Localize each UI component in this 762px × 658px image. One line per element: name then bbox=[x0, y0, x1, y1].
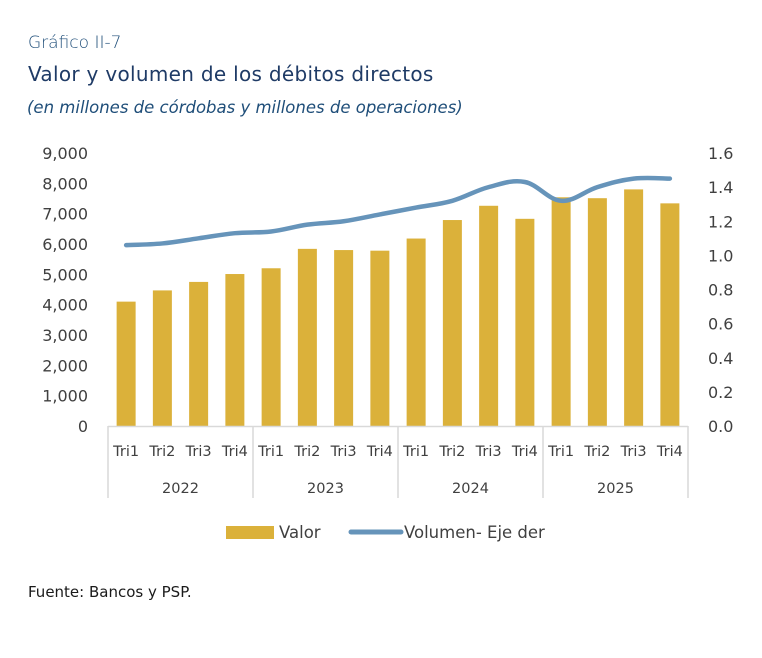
year-label: 2025 bbox=[597, 481, 634, 497]
left-tick-label: 7,000 bbox=[42, 205, 88, 224]
right-tick-label: 1.4 bbox=[708, 178, 733, 197]
right-tick-label: 0.4 bbox=[708, 349, 733, 368]
quarter-label: Tri4 bbox=[366, 444, 393, 460]
bar bbox=[370, 250, 390, 426]
left-axis: 0 1,000 2,000 3,000 4,000 5,000 6,000 7,000 8,00… bbox=[42, 144, 88, 436]
quarter-label: Tri1 bbox=[402, 444, 429, 460]
bar bbox=[334, 250, 354, 426]
right-tick-label: 1.6 bbox=[708, 144, 733, 163]
left-tick-label: 4,000 bbox=[42, 296, 88, 315]
quarter-label: Tri3 bbox=[620, 444, 647, 460]
right-tick-label: 0.6 bbox=[708, 315, 733, 334]
quarter-label: Tri2 bbox=[148, 444, 175, 460]
legend: Valor Volumen- Eje der bbox=[226, 523, 545, 542]
bar bbox=[587, 198, 607, 426]
bar bbox=[624, 189, 644, 426]
right-tick-label: 0.2 bbox=[708, 383, 733, 402]
right-tick-label: 0.0 bbox=[708, 417, 733, 436]
bar bbox=[515, 218, 535, 426]
bar bbox=[116, 301, 136, 426]
quarter-label: Tri1 bbox=[112, 444, 139, 460]
legend-label-volumen: Volumen- Eje der bbox=[404, 523, 545, 542]
line-series bbox=[123, 175, 673, 248]
bar bbox=[225, 274, 245, 426]
quarter-label: Tri2 bbox=[438, 444, 465, 460]
bar bbox=[442, 220, 462, 426]
bar bbox=[551, 197, 571, 426]
chart-title: Valor y volumen de los débitos directos bbox=[28, 62, 434, 86]
volume-line bbox=[123, 175, 673, 248]
bar bbox=[297, 248, 317, 426]
legend-label-valor: Valor bbox=[279, 523, 321, 542]
right-axis: 0.0 0.2 0.4 0.6 0.8 1.0 1.2 1.4 1.6 bbox=[708, 144, 733, 436]
quarter-label: Tri1 bbox=[257, 444, 284, 460]
left-tick-label: 6,000 bbox=[42, 235, 88, 254]
bar bbox=[660, 203, 680, 426]
quarter-label: Tri4 bbox=[221, 444, 248, 460]
bar bbox=[406, 238, 426, 426]
left-tick-label: 5,000 bbox=[42, 265, 88, 284]
left-tick-label: 8,000 bbox=[42, 174, 88, 193]
x-axis: 2022 2023 2024 2025 Tri1 Tri2 Tri3 Tri4 Tri1 Tri2… bbox=[107, 425, 689, 498]
year-label: 2023 bbox=[307, 481, 344, 497]
quarter-label: Tri4 bbox=[656, 444, 683, 460]
source-note: Fuente: Bancos y PSP. bbox=[28, 583, 192, 601]
bar bbox=[189, 281, 209, 426]
right-tick-label: 1.0 bbox=[708, 246, 733, 265]
left-tick-label: 1,000 bbox=[42, 387, 88, 406]
left-tick-label: 9,000 bbox=[42, 144, 88, 163]
legend-swatch-valor bbox=[226, 526, 274, 539]
quarter-label: Tri3 bbox=[330, 444, 357, 460]
left-tick-label: 0 bbox=[78, 417, 88, 436]
bar bbox=[479, 205, 499, 426]
bar-series bbox=[116, 189, 680, 426]
quarter-label: Tri2 bbox=[583, 444, 610, 460]
bar bbox=[261, 268, 281, 426]
quarter-label: Tri3 bbox=[475, 444, 502, 460]
bar bbox=[152, 290, 172, 426]
right-tick-label: 1.2 bbox=[708, 212, 733, 231]
right-tick-label: 0.8 bbox=[708, 281, 733, 300]
chart-subtitle: (en millones de córdobas y millones de o… bbox=[27, 98, 463, 117]
quarter-label: Tri2 bbox=[293, 444, 320, 460]
year-label: 2022 bbox=[162, 481, 199, 497]
quarter-label: Tri1 bbox=[547, 444, 574, 460]
year-label: 2024 bbox=[452, 481, 489, 497]
left-tick-label: 2,000 bbox=[42, 356, 88, 375]
quarter-label: Tri3 bbox=[185, 444, 212, 460]
left-tick-label: 3,000 bbox=[42, 326, 88, 345]
quarter-label: Tri4 bbox=[511, 444, 538, 460]
chart-kicker: Gráfico II-7 bbox=[28, 33, 122, 53]
